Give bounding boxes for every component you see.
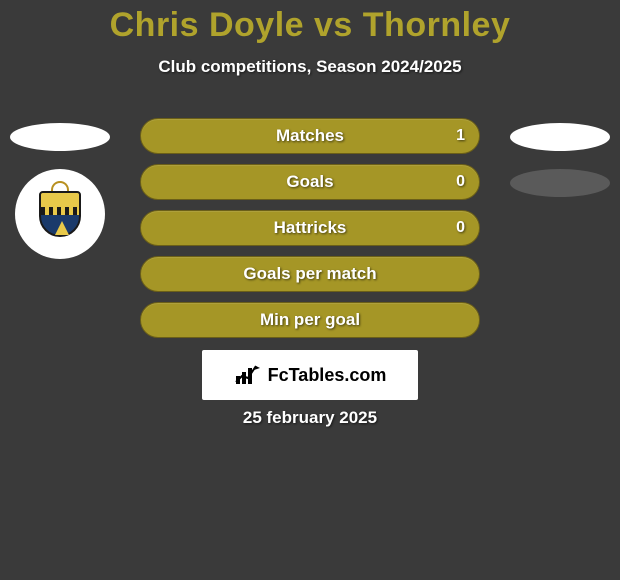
stat-value: 1 (456, 127, 465, 145)
player-right-oval-1 (510, 123, 610, 151)
stat-value: 0 (456, 219, 465, 237)
player-right-column (500, 115, 620, 215)
stat-bar-min-per-goal: Min per goal (140, 302, 480, 338)
player-right-oval-2 (510, 169, 610, 197)
chart-icon (234, 364, 262, 386)
stat-label: Matches (141, 126, 479, 146)
date-text: 25 february 2025 (0, 408, 620, 428)
stat-label: Goals per match (141, 264, 479, 284)
page-subtitle: Club competitions, Season 2024/2025 (0, 57, 620, 77)
stat-bar-goals: Goals 0 (140, 164, 480, 200)
crest-graphic (33, 183, 87, 245)
stat-label: Goals (141, 172, 479, 192)
stat-label: Hattricks (141, 218, 479, 238)
stats-bars: Matches 1 Goals 0 Hattricks 0 Goals per … (140, 118, 480, 348)
player-left-column (0, 115, 120, 265)
brand-badge: FcTables.com (202, 350, 418, 400)
stat-bar-goals-per-match: Goals per match (140, 256, 480, 292)
page-title: Chris Doyle vs Thornley (0, 0, 620, 45)
brand-text: FcTables.com (268, 365, 387, 386)
stat-bar-matches: Matches 1 (140, 118, 480, 154)
stat-bar-hattricks: Hattricks 0 (140, 210, 480, 246)
stat-value: 0 (456, 173, 465, 191)
stat-label: Min per goal (141, 310, 479, 330)
player-left-oval (10, 123, 110, 151)
club-crest (15, 169, 105, 259)
